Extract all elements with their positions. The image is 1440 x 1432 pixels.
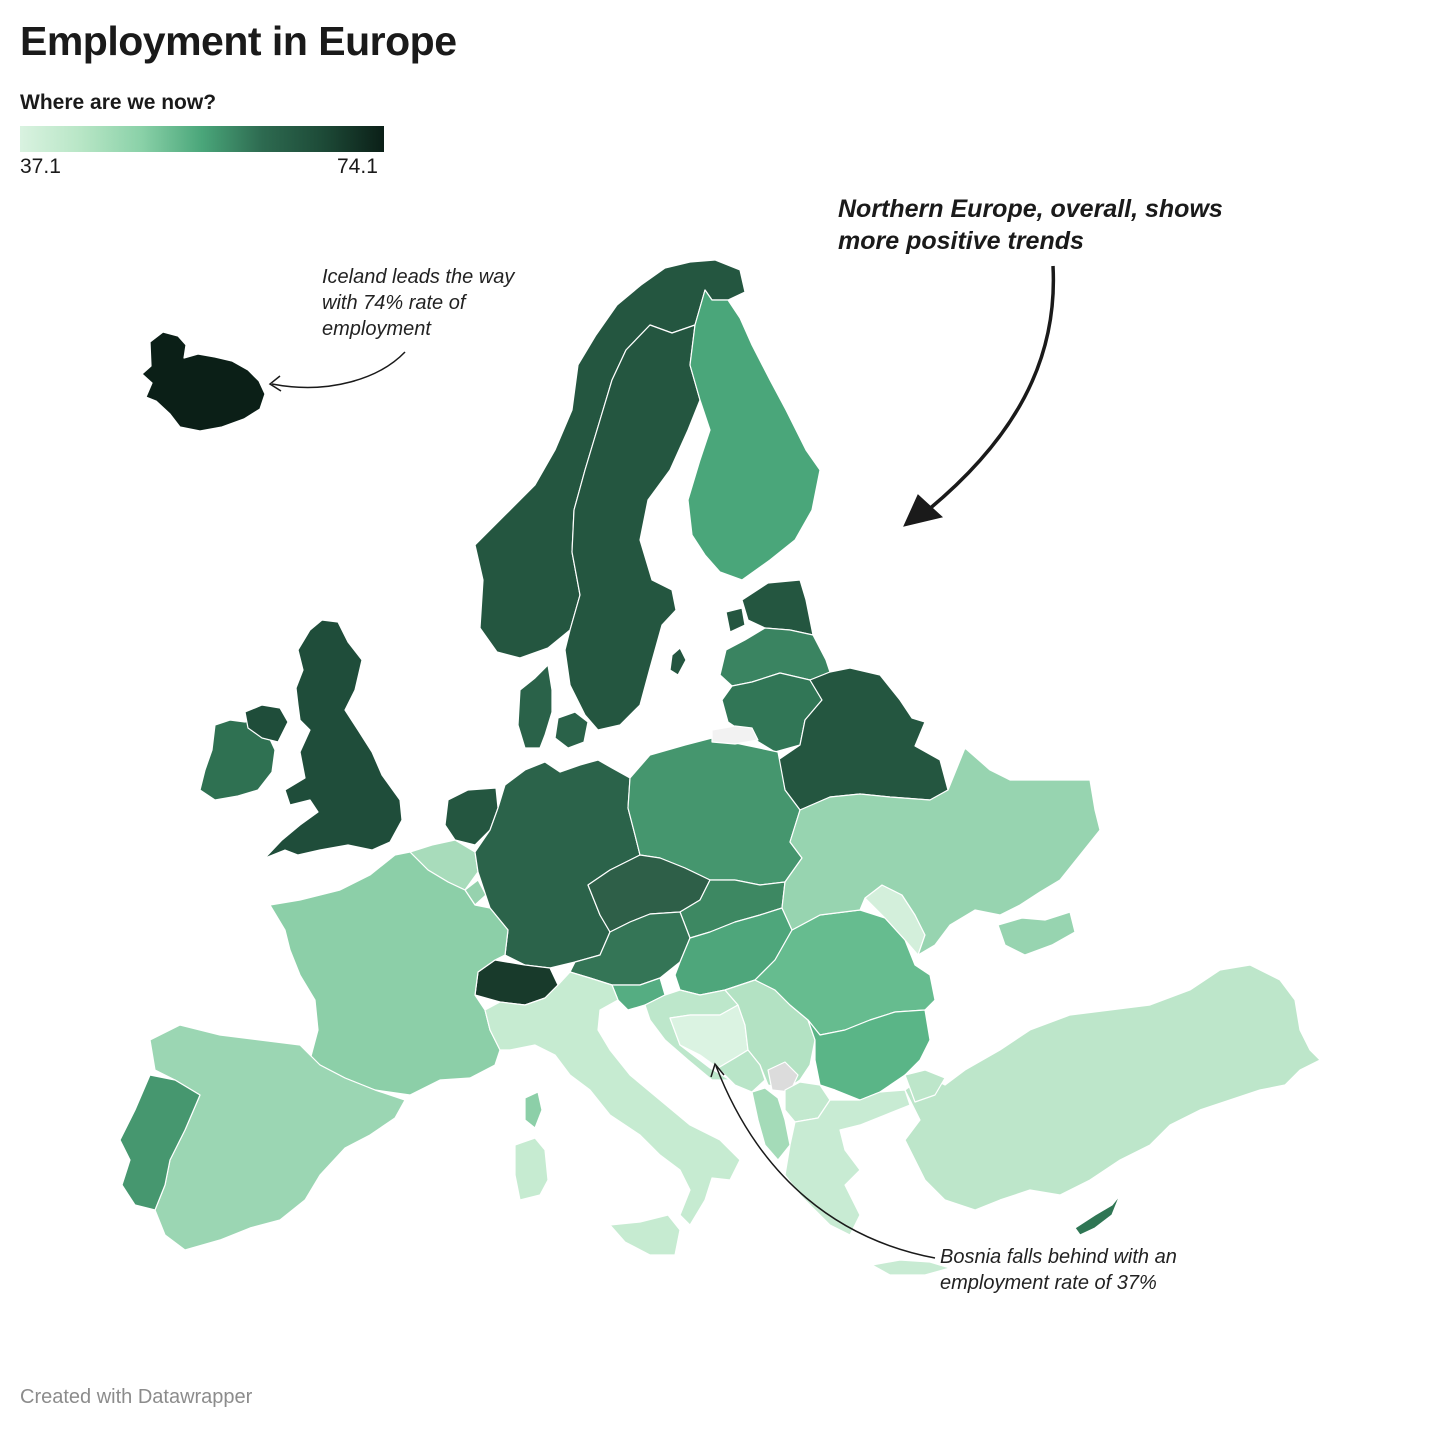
region-iceland[interactable] (141, 331, 266, 432)
legend-min-label: 37.1 (20, 155, 61, 178)
region-saaremaa[interactable] (725, 607, 746, 633)
region-sicily[interactable] (609, 1214, 681, 1256)
region-montenegro[interactable] (717, 1049, 766, 1093)
north-annotation: Northern Europe, overall, shows more pos… (838, 195, 1223, 255)
region-turkey-thrace[interactable] (904, 1069, 946, 1103)
legend-title: Where are we now? (20, 91, 217, 114)
iceland-annotation-arrow (271, 351, 406, 389)
region-bulgaria[interactable] (807, 1009, 931, 1101)
bosnia-annotation: Bosnia falls behind with an employment r… (940, 1246, 1177, 1294)
north-annotation-arrow (920, 265, 1056, 517)
footer-credit: Created with Datawrapper (20, 1386, 253, 1408)
region-united-kingdom[interactable] (264, 619, 403, 859)
region-denmark[interactable] (517, 664, 553, 749)
north-arrowhead (903, 494, 944, 527)
iceland-annotation: Iceland leads the way with 74% rate of e… (322, 266, 515, 340)
chart-title: Employment in Europe (20, 18, 457, 64)
region-italy[interactable] (484, 971, 741, 1226)
region-sweden[interactable] (564, 324, 701, 731)
region-corsica[interactable] (524, 1091, 543, 1129)
color-legend-bar (20, 126, 384, 152)
iceland-arrowhead (268, 375, 282, 392)
region-crimea[interactable] (997, 911, 1076, 956)
legend-max-label: 74.1 (337, 155, 378, 178)
region-kosovo[interactable] (767, 1061, 799, 1093)
region-gotland[interactable] (669, 647, 687, 676)
region-cyprus[interactable] (1074, 1194, 1121, 1236)
region-ukraine[interactable] (781, 747, 1101, 956)
region-denmark-islands[interactable] (554, 711, 589, 749)
bosnia-arrowhead (710, 1062, 725, 1078)
region-sardinia[interactable] (514, 1137, 549, 1201)
region-crete[interactable] (871, 1259, 951, 1276)
region-finland[interactable] (687, 289, 821, 581)
bosnia-annotation-arrow (715, 1065, 936, 1259)
region-portugal[interactable] (119, 1074, 201, 1211)
region-turkey[interactable] (904, 964, 1321, 1211)
region-greece[interactable] (784, 1089, 911, 1236)
region-kaliningrad (711, 725, 759, 745)
region-northern-ireland[interactable] (244, 704, 289, 743)
